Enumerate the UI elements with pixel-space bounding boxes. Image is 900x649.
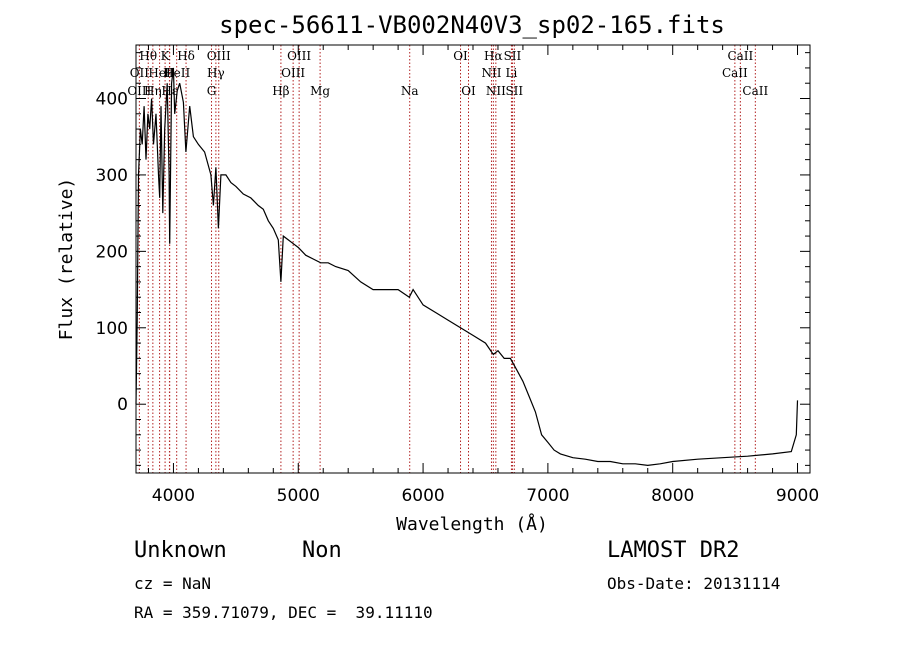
line-label: Li bbox=[506, 66, 518, 80]
line-label: Hε bbox=[161, 84, 178, 98]
plot-frame bbox=[135, 44, 811, 474]
line-label: Hα bbox=[484, 49, 503, 63]
y-tick-label: 100 bbox=[96, 319, 128, 339]
axis-ticks bbox=[136, 45, 810, 473]
survey-label: LAMOST DR2 bbox=[607, 538, 740, 563]
line-label: SII bbox=[504, 49, 522, 63]
line-label: OIII bbox=[127, 84, 151, 98]
line-label: Mg bbox=[310, 84, 330, 98]
y-tick-label: 200 bbox=[96, 242, 128, 262]
x-tick-label: 6000 bbox=[401, 486, 444, 506]
obs-date-text: Obs-Date: 20131114 bbox=[607, 574, 781, 593]
x-tick-label: 8000 bbox=[651, 486, 694, 506]
line-label: Hθ bbox=[139, 49, 157, 63]
line-label: OI bbox=[453, 49, 468, 63]
line-label: Hβ bbox=[272, 84, 289, 98]
redshift-text: cz = NaN bbox=[134, 574, 212, 593]
line-label: Na bbox=[401, 84, 419, 98]
spectrum-line bbox=[135, 67, 799, 467]
line-label: CaII bbox=[727, 49, 753, 63]
x-tick-label: 4000 bbox=[152, 486, 195, 506]
line-label: Hη bbox=[144, 84, 162, 98]
line-label: SII bbox=[505, 84, 523, 98]
x-axis-title: Wavelength (Å) bbox=[396, 513, 548, 535]
line-label: CaII bbox=[722, 66, 748, 80]
line-label: CaII bbox=[742, 84, 768, 98]
chart-title: spec-56611-VB002N40V3_sp02-165.fits bbox=[219, 11, 725, 39]
line-label: Hδ bbox=[177, 49, 195, 63]
coordinates-text: RA = 359.71079, DEC = 39.11110 bbox=[134, 603, 433, 622]
x-tick-label: 7000 bbox=[526, 486, 569, 506]
line-label: OIII bbox=[281, 66, 305, 80]
line-label: NII bbox=[481, 66, 501, 80]
spectral-line-markers bbox=[138, 45, 756, 473]
line-label: OIII bbox=[287, 49, 311, 63]
line-label: Hγ bbox=[207, 66, 225, 80]
spectral-subclass: Non bbox=[302, 538, 342, 563]
x-tick-label: 9000 bbox=[776, 486, 819, 506]
y-tick-label: 300 bbox=[96, 166, 128, 186]
line-label: G bbox=[207, 84, 217, 98]
line-label: OI bbox=[461, 84, 476, 98]
line-label: HeI bbox=[148, 66, 171, 80]
line-label: OIII bbox=[207, 49, 231, 63]
line-label: HeII bbox=[163, 66, 190, 80]
spectral-class: Unknown bbox=[134, 538, 227, 563]
y-tick-label: 0 bbox=[117, 395, 128, 415]
line-label: K bbox=[161, 49, 171, 63]
line-label: OII bbox=[130, 66, 150, 80]
y-tick-label: 400 bbox=[96, 90, 128, 110]
y-axis-title: Flux (relative) bbox=[56, 178, 77, 341]
line-label: H bbox=[164, 66, 174, 80]
x-tick-label: 5000 bbox=[277, 486, 320, 506]
line-label: NII bbox=[486, 84, 506, 98]
axis-tick-labels: 4000 5000 6000 7000 8000 9000 0 100 200 300 400 bbox=[96, 90, 820, 507]
